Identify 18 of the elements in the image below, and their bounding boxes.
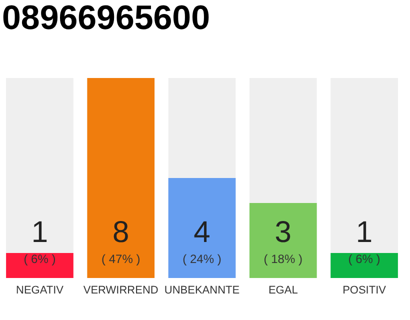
bar — [330, 253, 398, 278]
x-tick-label: POSITIV — [342, 284, 387, 296]
data-label: 8 — [112, 216, 130, 249]
annotation: ( 24% ) — [182, 252, 222, 266]
data-label: 4 — [194, 216, 210, 249]
annotation: ( 6% ) — [348, 252, 380, 266]
data-label: 1 — [31, 216, 48, 249]
bar — [6, 253, 74, 278]
data-label: 3 — [274, 216, 292, 249]
annotation: ( 6% ) — [24, 252, 56, 266]
x-tick-label: NEGATIV — [16, 284, 64, 296]
annotation: ( 47% ) — [102, 252, 140, 266]
x-tick-label: VERWIRREND — [83, 284, 158, 296]
annotation: ( 18% ) — [264, 252, 302, 266]
x-tick-label: EGAL — [268, 284, 298, 296]
chart-title: 08966965600 — [2, 0, 210, 37]
data-label: 1 — [356, 216, 373, 249]
x-tick-label: UNBEKANNTE — [164, 284, 240, 296]
